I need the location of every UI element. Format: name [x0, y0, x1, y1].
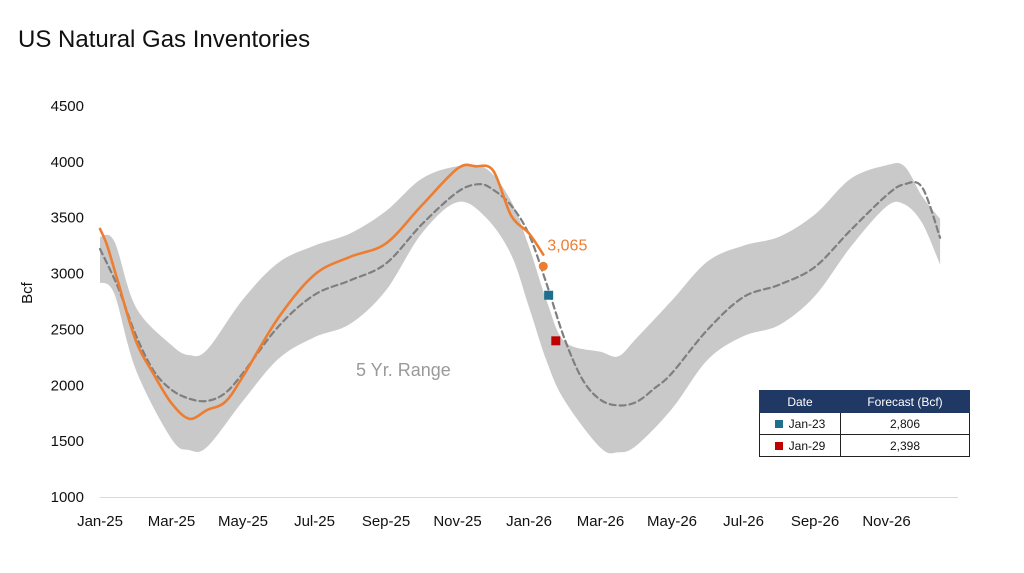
- chart-title: US Natural Gas Inventories: [18, 26, 311, 53]
- last-value-point: [538, 261, 548, 271]
- range-label: 5 Yr. Range: [356, 360, 451, 380]
- y-tick-label: 1500: [51, 433, 84, 450]
- five-year-range-band: [100, 163, 941, 454]
- table-row: Jan-23 2,806: [759, 412, 970, 435]
- forecast-point: [551, 336, 561, 346]
- y-tick-label: 4000: [51, 154, 84, 171]
- series-swatch-icon: [774, 441, 783, 450]
- last-value-label: 3,065: [547, 237, 587, 254]
- row-date-label: Jan-29: [788, 438, 826, 453]
- x-tick-label: Nov-26: [862, 513, 910, 530]
- x-tick-label: May-25: [218, 513, 268, 530]
- x-tick-label: Mar-26: [577, 513, 625, 530]
- table-cell-date: Jan-23: [759, 412, 841, 435]
- forecast-table-header: Date Forecast (Bcf): [759, 390, 970, 413]
- table-row: Jan-29 2,398: [759, 434, 970, 457]
- x-tick-label: Sep-26: [791, 513, 839, 530]
- forecast-table: Date Forecast (Bcf) Jan-23 2,806 Jan-29 …: [759, 390, 970, 457]
- table-header-date: Date: [759, 390, 841, 413]
- x-tick-label: May-26: [647, 513, 697, 530]
- table-cell-forecast: 2,806: [840, 412, 970, 435]
- x-tick-label: Nov-25: [433, 513, 481, 530]
- x-tick-label: Jan-26: [506, 513, 552, 530]
- x-tick-label: Jan-25: [77, 513, 123, 530]
- x-tick-label: Mar-25: [148, 513, 196, 530]
- y-tick-label: 2000: [51, 377, 84, 394]
- x-tick-label: Jul-26: [723, 513, 764, 530]
- x-tick-label: Sep-25: [362, 513, 410, 530]
- table-header-forecast: Forecast (Bcf): [840, 390, 970, 413]
- table-cell-forecast: 2,398: [840, 434, 970, 457]
- series-swatch-icon: [774, 419, 783, 428]
- x-tick-label: Jul-25: [294, 513, 335, 530]
- row-date-label: Jan-23: [788, 416, 826, 431]
- y-tick-label: 1000: [51, 489, 84, 506]
- y-tick-label: 4500: [51, 98, 84, 115]
- y-tick-label: 3500: [51, 210, 84, 227]
- forecast-point: [544, 290, 554, 300]
- five-year-average-line: [98, 180, 942, 407]
- y-axis-label: Bcf: [19, 281, 36, 304]
- y-tick-label: 2500: [51, 321, 84, 338]
- table-cell-date: Jan-29: [759, 434, 841, 457]
- y-tick-label: 3000: [51, 266, 84, 283]
- inventories-line: [98, 163, 545, 421]
